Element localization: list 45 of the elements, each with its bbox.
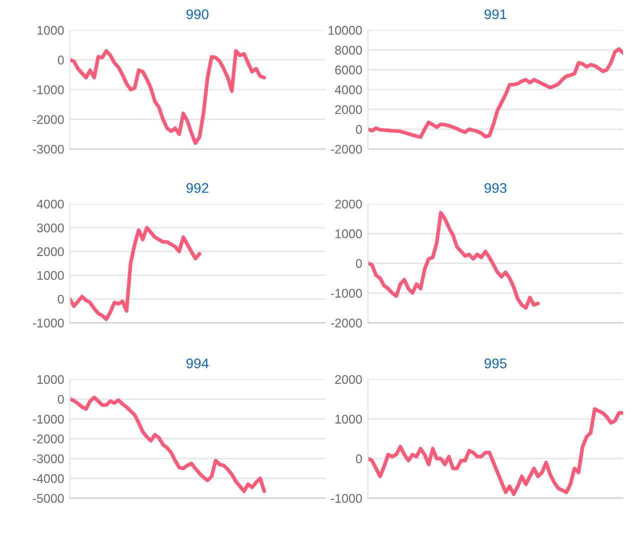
chart-title: 995 bbox=[484, 358, 506, 368]
y-tick-label: 0 bbox=[356, 125, 362, 134]
y-tick-label: 1000 bbox=[37, 271, 64, 280]
y-tick-label: 1000 bbox=[37, 375, 64, 384]
y-tick-label: -2000 bbox=[330, 144, 362, 154]
chart-title: 994 bbox=[186, 358, 209, 368]
line-series bbox=[368, 211, 540, 310]
chart-title: 990 bbox=[186, 9, 208, 20]
y-tick-label: 1000 bbox=[336, 229, 362, 238]
line-series bbox=[70, 49, 266, 145]
y-tick-label: 3000 bbox=[36, 223, 64, 232]
y-tick-label: 2000 bbox=[335, 375, 362, 384]
chart-title: 993 bbox=[484, 183, 506, 193]
y-tick-label: 1000 bbox=[336, 414, 362, 424]
y-tick-label: 0 bbox=[356, 454, 362, 464]
y-tick-label: -5000 bbox=[32, 494, 64, 503]
y-tick-label: 4000 bbox=[36, 200, 64, 209]
y-tick-label: -1000 bbox=[32, 414, 64, 424]
y-tick-label: 2000 bbox=[335, 200, 362, 209]
y-tick-label: 4000 bbox=[334, 85, 362, 94]
line-series bbox=[368, 47, 624, 139]
y-tick-label: 0 bbox=[356, 259, 362, 268]
chart-title: 992 bbox=[186, 183, 208, 193]
y-tick-label: 1000 bbox=[37, 26, 64, 35]
y-tick-label: 10000 bbox=[328, 26, 362, 35]
y-tick-label: 0 bbox=[58, 294, 64, 304]
y-tick-label: -2000 bbox=[32, 434, 64, 444]
y-tick-label: -2000 bbox=[32, 115, 64, 124]
y-tick-label: -2000 bbox=[330, 318, 362, 328]
y-tick-label: 8000 bbox=[335, 46, 362, 55]
y-tick-label: -1000 bbox=[32, 318, 64, 328]
y-tick-label: -1000 bbox=[32, 85, 64, 94]
y-tick-label: -4000 bbox=[32, 474, 64, 484]
chart-title: 991 bbox=[484, 9, 506, 20]
y-tick-label: 6000 bbox=[335, 66, 362, 74]
line-series bbox=[70, 226, 202, 322]
y-tick-label: -1000 bbox=[330, 288, 362, 298]
y-tick-label: 0 bbox=[58, 394, 64, 404]
y-tick-label: 0 bbox=[58, 56, 64, 65]
y-tick-label: 2000 bbox=[335, 105, 362, 114]
y-tick-label: -1000 bbox=[330, 494, 362, 503]
y-tick-label: 2000 bbox=[37, 247, 64, 256]
line-series bbox=[70, 396, 266, 494]
y-tick-label: -3000 bbox=[32, 144, 64, 154]
y-tick-label: -3000 bbox=[32, 454, 64, 464]
